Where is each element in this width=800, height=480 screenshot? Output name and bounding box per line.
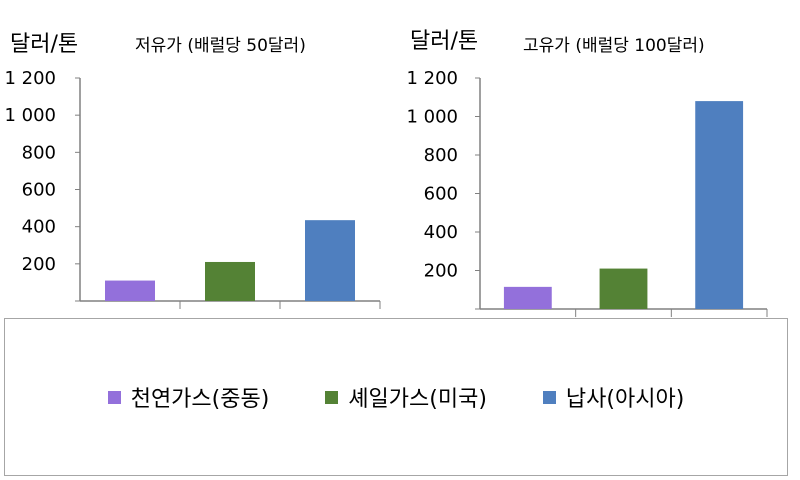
legend-item-natural-gas: 천연가스(중동): [107, 381, 270, 413]
right-y-tick-label: 1 000: [406, 107, 458, 128]
charts-svg: 달러/톤 저유가 (배럴당 50달러) 달러/톤 고유가 (배럴당 100달러)…: [4, 29, 768, 317]
legend-label-shale-gas: 셰일가스(미국): [348, 387, 487, 412]
left-y-tick-label: 800: [22, 142, 56, 163]
left-y-tick-label: 200: [22, 254, 56, 275]
legend-item-shale-gas: 셰일가스(미국): [325, 381, 487, 413]
right-y-tick-label: 200: [424, 261, 458, 282]
left-y-tick-label: 1 200: [4, 68, 56, 89]
legend-label-naphtha: 납사(아시아): [565, 387, 685, 412]
right-y-tick-label: 800: [424, 145, 458, 166]
left-y-tick-label: 1 000: [4, 105, 56, 126]
legend-swatch-naphtha: [542, 390, 556, 404]
right-bar-0: [503, 286, 552, 309]
legend-label-natural-gas: 천연가스(중동): [130, 387, 270, 412]
right-bar-1: [599, 268, 648, 309]
right-y-tick-label: 400: [424, 222, 458, 243]
right-chart-title: 고유가 (배럴당 100달러): [523, 36, 705, 56]
left-unit-label: 달러/톤: [10, 32, 78, 57]
left-bar-0: [105, 280, 155, 301]
left-bar-1: [205, 261, 255, 301]
legend-swatch-shale-gas: [325, 390, 339, 404]
left-y-tick-label: 400: [22, 217, 56, 238]
legend-item-naphtha: 납사(아시아): [542, 381, 685, 413]
left-chart-title: 저유가 (배럴당 50달러): [135, 36, 306, 56]
right-y-tick-label: 1 200: [406, 68, 458, 89]
legend: 천연가스(중동) 셰일가스(미국) 납사(아시아): [4, 318, 788, 476]
left-y-tick-label: 600: [22, 180, 56, 201]
left-bar-2: [305, 220, 355, 301]
legend-swatch-natural-gas: [107, 390, 121, 404]
right-bar-2: [695, 101, 744, 309]
right-unit-label: 달러/톤: [410, 29, 478, 54]
right-y-tick-label: 600: [424, 184, 458, 205]
